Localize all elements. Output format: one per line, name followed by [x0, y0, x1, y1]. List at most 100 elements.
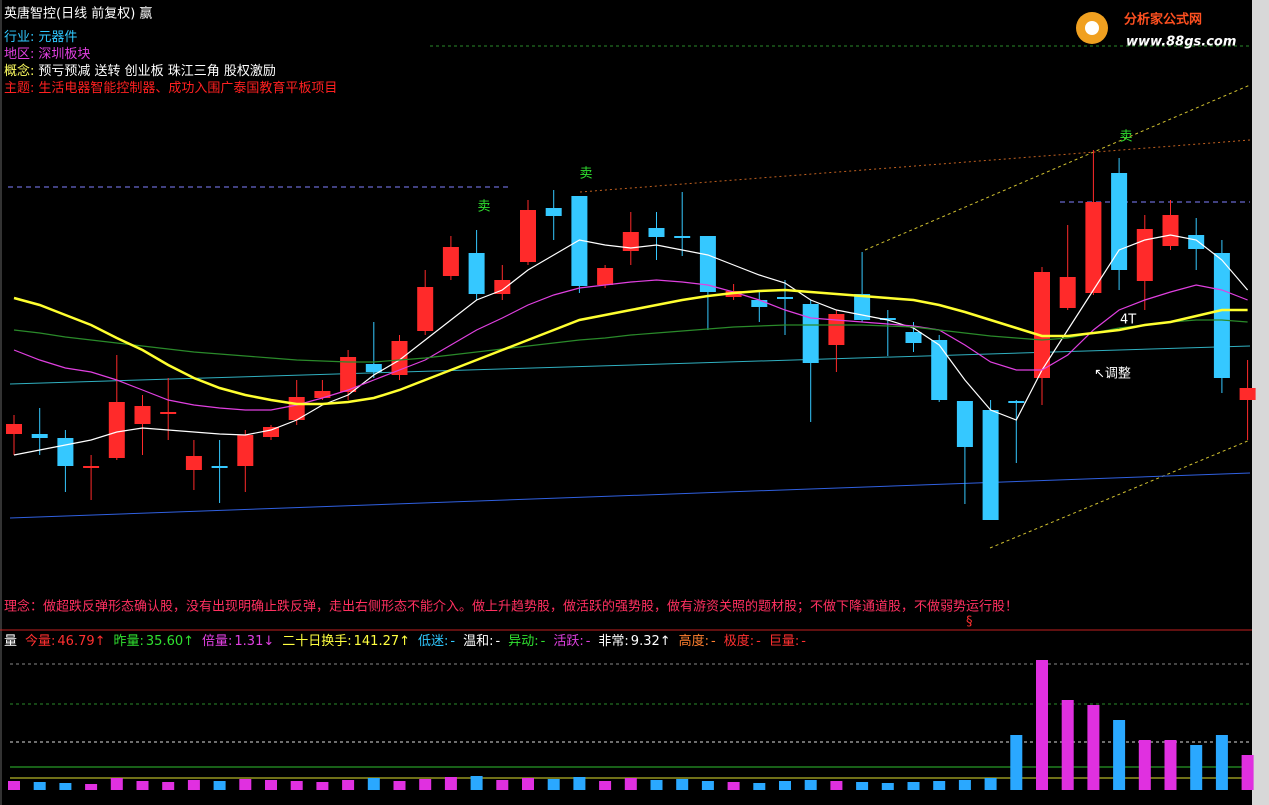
- volume-bar: [470, 776, 483, 790]
- volume-bar: [779, 781, 791, 790]
- volume-bar: [265, 780, 277, 790]
- candle-body: [468, 253, 485, 294]
- volume-bar: [727, 782, 740, 790]
- logo-url: www.88gs.com: [1126, 35, 1236, 50]
- info-label: 概念:: [4, 63, 34, 79]
- volume-bar: [907, 782, 920, 790]
- volume-bar: [753, 783, 766, 790]
- stats-value: -: [756, 634, 761, 649]
- stats-value: 1.31↓: [234, 634, 274, 649]
- trend-line: [9, 472, 1251, 519]
- candle-body: [648, 228, 665, 237]
- stats-value: -: [711, 634, 716, 649]
- volume-bar: [1061, 700, 1074, 790]
- info-text: 生活电器智能控制器、成功入围广泰国教育平板项目: [38, 80, 337, 96]
- volume-bar: [419, 779, 432, 790]
- candle-body: [185, 456, 202, 470]
- candle-body: [905, 332, 922, 343]
- volume-bar: [187, 780, 200, 790]
- volume-bar: [547, 779, 560, 790]
- candle-body: [1111, 173, 1128, 270]
- volume-bar: [933, 781, 946, 790]
- stats-value: -: [496, 634, 501, 649]
- volume-bar: [573, 777, 586, 790]
- volume-bar: [984, 778, 997, 790]
- stats-value: -: [541, 634, 546, 649]
- stats-value: 141.27↑: [354, 634, 410, 649]
- stats-label: 非常:: [598, 634, 628, 649]
- stats-label: 二十日换手:: [282, 634, 351, 649]
- stats-label: 巨量:: [769, 634, 799, 649]
- volume-bar: [599, 781, 612, 790]
- info-text: 预亏预减 送转 创业板 珠江三角 股权激励: [38, 63, 276, 79]
- candle-body: [263, 427, 279, 437]
- volume-bar: [367, 778, 380, 790]
- info-label: 行业:: [4, 30, 34, 45]
- logo: 分析家公式网 www.88gs.com: [1076, 12, 1236, 50]
- annotation: ↖调整: [1094, 367, 1131, 382]
- volume-bar: [342, 780, 355, 790]
- title: 英唐智控(日线 前复权) 赢: [4, 6, 152, 22]
- volume-bar: [701, 781, 714, 790]
- volume-bar: [1241, 755, 1254, 790]
- candle-body: [6, 424, 22, 434]
- volume-bar: [522, 778, 534, 790]
- candle-body: [1162, 215, 1179, 246]
- volume-bar: [1164, 740, 1177, 790]
- volume-bar: [1190, 745, 1203, 790]
- volume-bar: [85, 784, 98, 790]
- candle-body: [108, 402, 125, 458]
- annotation: 卖: [1119, 130, 1132, 145]
- info-line: 概念: 预亏预减 送转 创业板 珠江三角 股权激励: [4, 63, 276, 79]
- candle-body: [956, 401, 973, 447]
- candle-body: [931, 340, 948, 400]
- stats-label: 倍量:: [202, 634, 232, 649]
- stats-value: -: [450, 634, 455, 649]
- volume-bar: [290, 781, 303, 790]
- info-label: 地区:: [4, 47, 34, 62]
- stats-value: -: [586, 634, 591, 649]
- candle-body: [365, 364, 382, 372]
- candle-body: [211, 466, 228, 468]
- candle-body: [622, 232, 639, 251]
- candle-body: [134, 406, 151, 424]
- stats-label: 极度:: [724, 633, 754, 649]
- stats-row: 量今量: 46.79↑ 昨量: 35.60↑ 倍量: 1.31↓ 二十日换手: 141.27↑…: [4, 633, 806, 649]
- candle-body: [57, 438, 74, 466]
- volume-bar: [1087, 705, 1100, 790]
- candle-body: [1213, 253, 1230, 378]
- stats-label: 昨量:: [114, 634, 144, 649]
- volume-bar: [1113, 720, 1126, 790]
- logo-name: 分析家公式网: [1124, 12, 1202, 28]
- volume-bar: [1138, 740, 1151, 790]
- candle-body: [854, 294, 871, 320]
- stats-label: 异动:: [508, 634, 538, 649]
- logo-icon: [1085, 21, 1099, 35]
- moving-average: [13, 288, 1248, 406]
- volume-bar: [881, 783, 894, 790]
- candle-body: [674, 236, 691, 238]
- annotation: 卖: [579, 167, 592, 182]
- stats-label: 温和:: [463, 634, 493, 649]
- volume-bar: [650, 780, 663, 790]
- candle-body: [1239, 388, 1256, 400]
- trend-line: [579, 139, 1251, 193]
- candle-body: [802, 304, 819, 363]
- annotation: 卖: [477, 200, 490, 215]
- candle-body: [1188, 235, 1205, 249]
- volume-bar: [804, 780, 817, 790]
- volume-bar: [958, 780, 971, 790]
- candle-body: [31, 434, 48, 438]
- stats-title: 量: [4, 634, 17, 649]
- volume-bar: [856, 782, 869, 790]
- stats-label: 高度:: [679, 633, 709, 649]
- moving-average: [13, 319, 1248, 363]
- volume-bar: [1215, 735, 1228, 790]
- stats-label: 今量:: [25, 633, 55, 649]
- volume-bar: [316, 782, 329, 790]
- info-line: 行业: 元器件: [4, 30, 77, 45]
- volume-bar: [676, 779, 689, 790]
